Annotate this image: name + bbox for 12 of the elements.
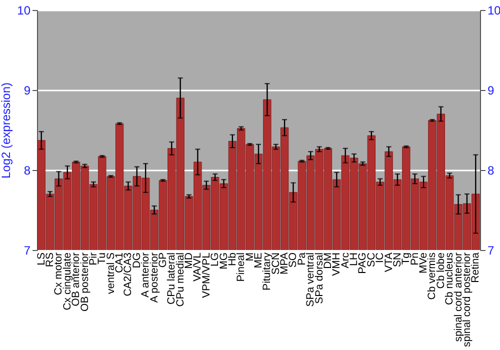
x-tick-label: DG [130, 252, 143, 268]
y-tick-label: 10 [17, 4, 31, 18]
y-tick-label: 7 [24, 244, 31, 258]
x-tick-label: A posterior [148, 252, 160, 303]
y2-tick-label: 9 [488, 84, 494, 98]
y2-tick-label: 8 [488, 164, 494, 178]
y-tick-label: 9 [24, 84, 31, 98]
y-tick-label: 8 [24, 164, 31, 178]
y2-tick-label: 7 [488, 244, 494, 258]
y2-tick-label: 10 [488, 4, 500, 18]
x-tick-label: OB posterior [78, 252, 91, 312]
y-axis-title: Log2 (expression) [0, 82, 14, 179]
